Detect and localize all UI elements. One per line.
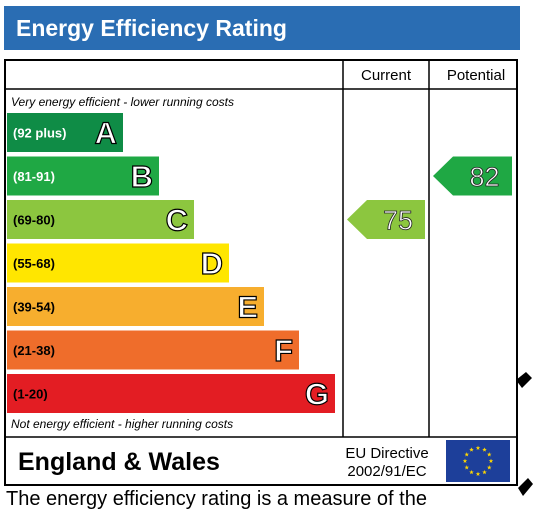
- page-curl-mark: [516, 372, 533, 496]
- eu-flag-icon: [446, 440, 510, 482]
- band-c: (69-80) C: [7, 200, 194, 239]
- eu-star: [464, 465, 470, 470]
- band-g-bar: [7, 374, 335, 413]
- eu-star: [488, 458, 494, 463]
- band-b-letter: B: [131, 159, 153, 194]
- epc-chart: Current Potential Very energy efficient …: [4, 59, 518, 486]
- band-d-range: (55-68): [13, 256, 55, 271]
- band-d: (55-68) D: [7, 243, 229, 283]
- eu-star: [462, 458, 468, 463]
- band-g: (1-20) G: [7, 374, 335, 413]
- band-c-bar: [7, 200, 194, 239]
- directive-line-2: 2002/91/EC: [347, 463, 426, 480]
- potential-column-header: Potential: [447, 67, 505, 84]
- band-a-letter: A: [95, 116, 117, 151]
- band-a: (92 plus) A: [7, 113, 123, 152]
- eu-star: [464, 452, 470, 457]
- band-b-range: (81-91): [13, 169, 55, 184]
- band-f-bar: [7, 330, 299, 370]
- region-label: England & Wales: [18, 448, 220, 476]
- band-c-letter: C: [166, 203, 188, 238]
- current-rating-arrow: [347, 200, 425, 239]
- band-g-letter: G: [305, 377, 329, 412]
- top-note: Very energy efficient - lower running co…: [11, 95, 234, 109]
- directive-line-1: EU Directive: [345, 445, 428, 462]
- chart-title: Energy Efficiency Rating: [16, 15, 287, 41]
- band-c-range: (69-80): [13, 213, 55, 228]
- band-e-range: (39-54): [13, 300, 55, 315]
- band-a-bar: [7, 113, 123, 152]
- eu-star: [475, 471, 481, 476]
- eu-star: [482, 447, 487, 452]
- potential-rating: 82: [433, 156, 512, 196]
- band-d-letter: D: [201, 246, 223, 281]
- band-e-bar: [7, 287, 264, 326]
- eu-star: [482, 469, 487, 475]
- title-bar: Energy Efficiency Rating: [4, 6, 520, 50]
- band-f: (21-38) F: [7, 330, 299, 370]
- eu-star: [486, 452, 492, 457]
- rating-markers: 75 82: [347, 156, 512, 239]
- chart-frame: [4, 59, 518, 486]
- band-b: (81-91) B: [7, 156, 159, 196]
- band-g-range: (1-20): [13, 387, 48, 402]
- current-rating: 75: [347, 200, 425, 239]
- current-column-header: Current: [361, 67, 412, 84]
- band-b-bar: [7, 156, 159, 196]
- bottom-note: Not energy efficient - higher running co…: [11, 417, 233, 431]
- band-d-bar: [7, 243, 229, 283]
- band-e: (39-54) E: [7, 287, 264, 326]
- band-a-range: (92 plus): [13, 126, 66, 141]
- band-e-letter: E: [237, 290, 258, 325]
- band-f-letter: F: [274, 333, 293, 368]
- band-f-range: (21-38): [13, 343, 55, 358]
- eu-star: [486, 465, 492, 470]
- current-rating-value: 75: [383, 206, 413, 236]
- eu-star: [469, 447, 474, 452]
- eu-star: [475, 445, 481, 450]
- potential-rating-value: 82: [469, 162, 499, 192]
- potential-rating-arrow: [433, 156, 512, 196]
- eu-star: [469, 469, 474, 475]
- rating-bands: (92 plus) A (81-91) B (69-80) C (55-68) D (39-54…: [7, 113, 335, 413]
